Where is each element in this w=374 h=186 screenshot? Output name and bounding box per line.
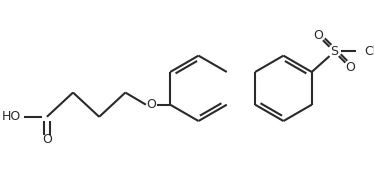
- Text: O: O: [313, 29, 323, 42]
- Text: O: O: [42, 133, 52, 146]
- Text: HO: HO: [1, 110, 21, 123]
- Text: Cl: Cl: [364, 45, 374, 58]
- Text: O: O: [147, 98, 156, 111]
- Text: O: O: [345, 61, 355, 74]
- Text: S: S: [330, 45, 338, 58]
